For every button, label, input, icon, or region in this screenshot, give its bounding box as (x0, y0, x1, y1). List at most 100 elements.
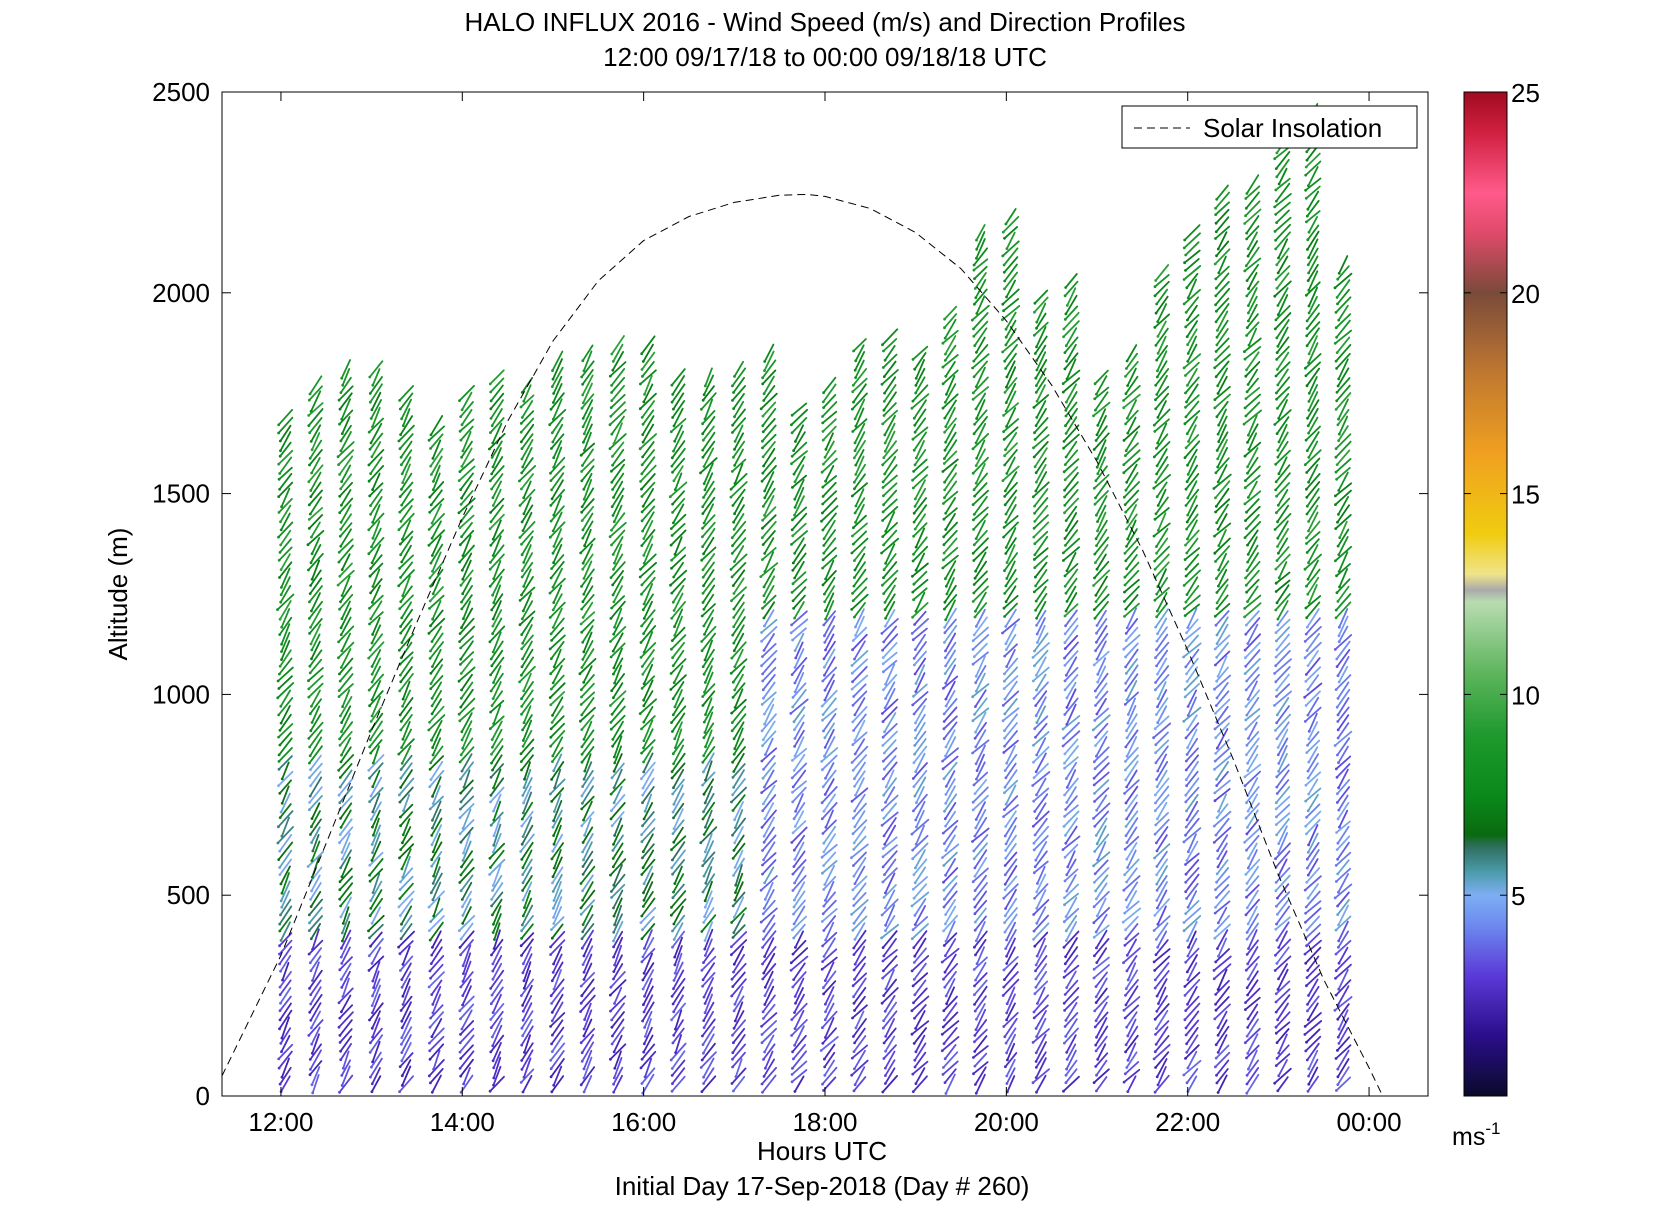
wind-barb (580, 697, 595, 716)
wind-barb-dot (793, 506, 797, 509)
wind-barb (701, 1075, 717, 1093)
wind-barb-dot (1031, 1041, 1035, 1044)
wind-barb (973, 415, 988, 435)
wind-barb-dot (459, 1074, 463, 1078)
wind-barb (521, 875, 533, 892)
wind-barb (371, 1010, 381, 1030)
wind-barb (761, 456, 777, 475)
wind-barb-dot (491, 624, 495, 628)
wind-barb-dot (882, 1057, 886, 1060)
wind-barb (640, 529, 656, 547)
wind-barb-dot (431, 746, 434, 749)
wind-barb-dot (701, 535, 704, 539)
wind-barb-dot (580, 1051, 584, 1055)
wind-barb-dot (461, 746, 465, 750)
wind-barb (702, 569, 715, 587)
wind-barb-dot (761, 430, 765, 434)
wind-barb (580, 360, 595, 378)
wind-barb (821, 956, 838, 971)
wind-barb-dot (823, 979, 827, 982)
wind-barb-dot (760, 826, 764, 829)
wind-barb-dot (1004, 546, 1008, 549)
wind-barb (580, 568, 595, 588)
wind-barb-dot (1002, 751, 1006, 754)
wind-barb-dot (337, 1025, 341, 1029)
wind-barb (582, 905, 594, 926)
wind-barb-dot (974, 609, 977, 613)
wind-barb-dot (1005, 1018, 1008, 1022)
wind-barb-dot (523, 906, 526, 909)
wind-barb (882, 489, 898, 506)
wind-barb (580, 1028, 596, 1044)
wind-barb (583, 1002, 592, 1021)
wind-barb (882, 625, 898, 643)
wind-barb (428, 513, 446, 531)
wind-barb (550, 505, 565, 522)
wind-barb (672, 697, 685, 716)
wind-barb-dot (944, 697, 948, 701)
wind-barb (612, 963, 624, 980)
wind-barb (431, 551, 442, 573)
wind-barb (1033, 860, 1049, 874)
wind-barb-dot (367, 430, 371, 434)
wind-barb-dot (642, 561, 646, 565)
wind-barb-dot (853, 576, 856, 579)
wind-barb (552, 446, 563, 469)
wind-barb (880, 537, 900, 554)
wind-barb-dot (339, 666, 343, 669)
wind-barb (731, 529, 746, 547)
wind-barb (1064, 738, 1079, 755)
wind-barb-dot (398, 1090, 401, 1094)
wind-barb (674, 728, 683, 749)
wind-barb-dot (1005, 1011, 1009, 1015)
wind-barb (399, 898, 414, 917)
wind-barb-dot (912, 946, 916, 950)
wind-barb (1033, 681, 1049, 700)
wind-barb (792, 682, 807, 699)
wind-barb (1065, 761, 1078, 780)
wind-barb-dot (462, 972, 465, 975)
wind-barb-dot (942, 727, 946, 731)
wind-barb-dot (308, 431, 312, 435)
wind-barb-dot (913, 430, 917, 434)
wind-barb (731, 962, 747, 981)
wind-barb-dot (520, 673, 523, 677)
wind-barb (701, 514, 716, 530)
wind-barb (309, 375, 323, 395)
wind-barb (338, 1011, 354, 1029)
wind-barb-dot (942, 737, 946, 741)
wind-barb (1003, 779, 1019, 794)
wind-barb-dot (761, 776, 765, 780)
wind-barb (399, 585, 413, 603)
wind-barb (429, 921, 444, 941)
wind-barb (581, 874, 594, 892)
wind-barb-dot (702, 624, 706, 628)
wind-barb-dot (850, 551, 854, 555)
wind-barb-dot (550, 721, 554, 724)
wind-barb-dot (370, 1065, 373, 1069)
wind-barb-dot (279, 520, 282, 524)
wind-barb-dot (369, 899, 373, 903)
wind-barb-dot (883, 472, 887, 476)
wind-barb (975, 295, 986, 315)
wind-barb-dot (277, 423, 281, 427)
wind-barb (974, 995, 987, 1012)
wind-barb (643, 663, 654, 685)
wind-barb-dot (790, 1018, 794, 1021)
wind-barb (1032, 922, 1050, 941)
wind-barb (1004, 851, 1018, 867)
wind-barb-dot (490, 664, 494, 668)
wind-barb-dot (882, 349, 885, 353)
wind-barb (701, 487, 716, 508)
wind-barb (492, 584, 502, 604)
wind-barb-dot (489, 987, 493, 990)
wind-barb-dot (761, 543, 765, 546)
wind-barb (429, 1043, 445, 1061)
wind-barb (281, 761, 290, 780)
wind-barb (1033, 825, 1050, 845)
wind-barb-dot (1063, 367, 1067, 371)
wind-barb-dot (337, 398, 341, 402)
wind-barb (369, 1057, 383, 1078)
wind-barb (521, 438, 534, 460)
wind-barb-dot (673, 634, 677, 637)
